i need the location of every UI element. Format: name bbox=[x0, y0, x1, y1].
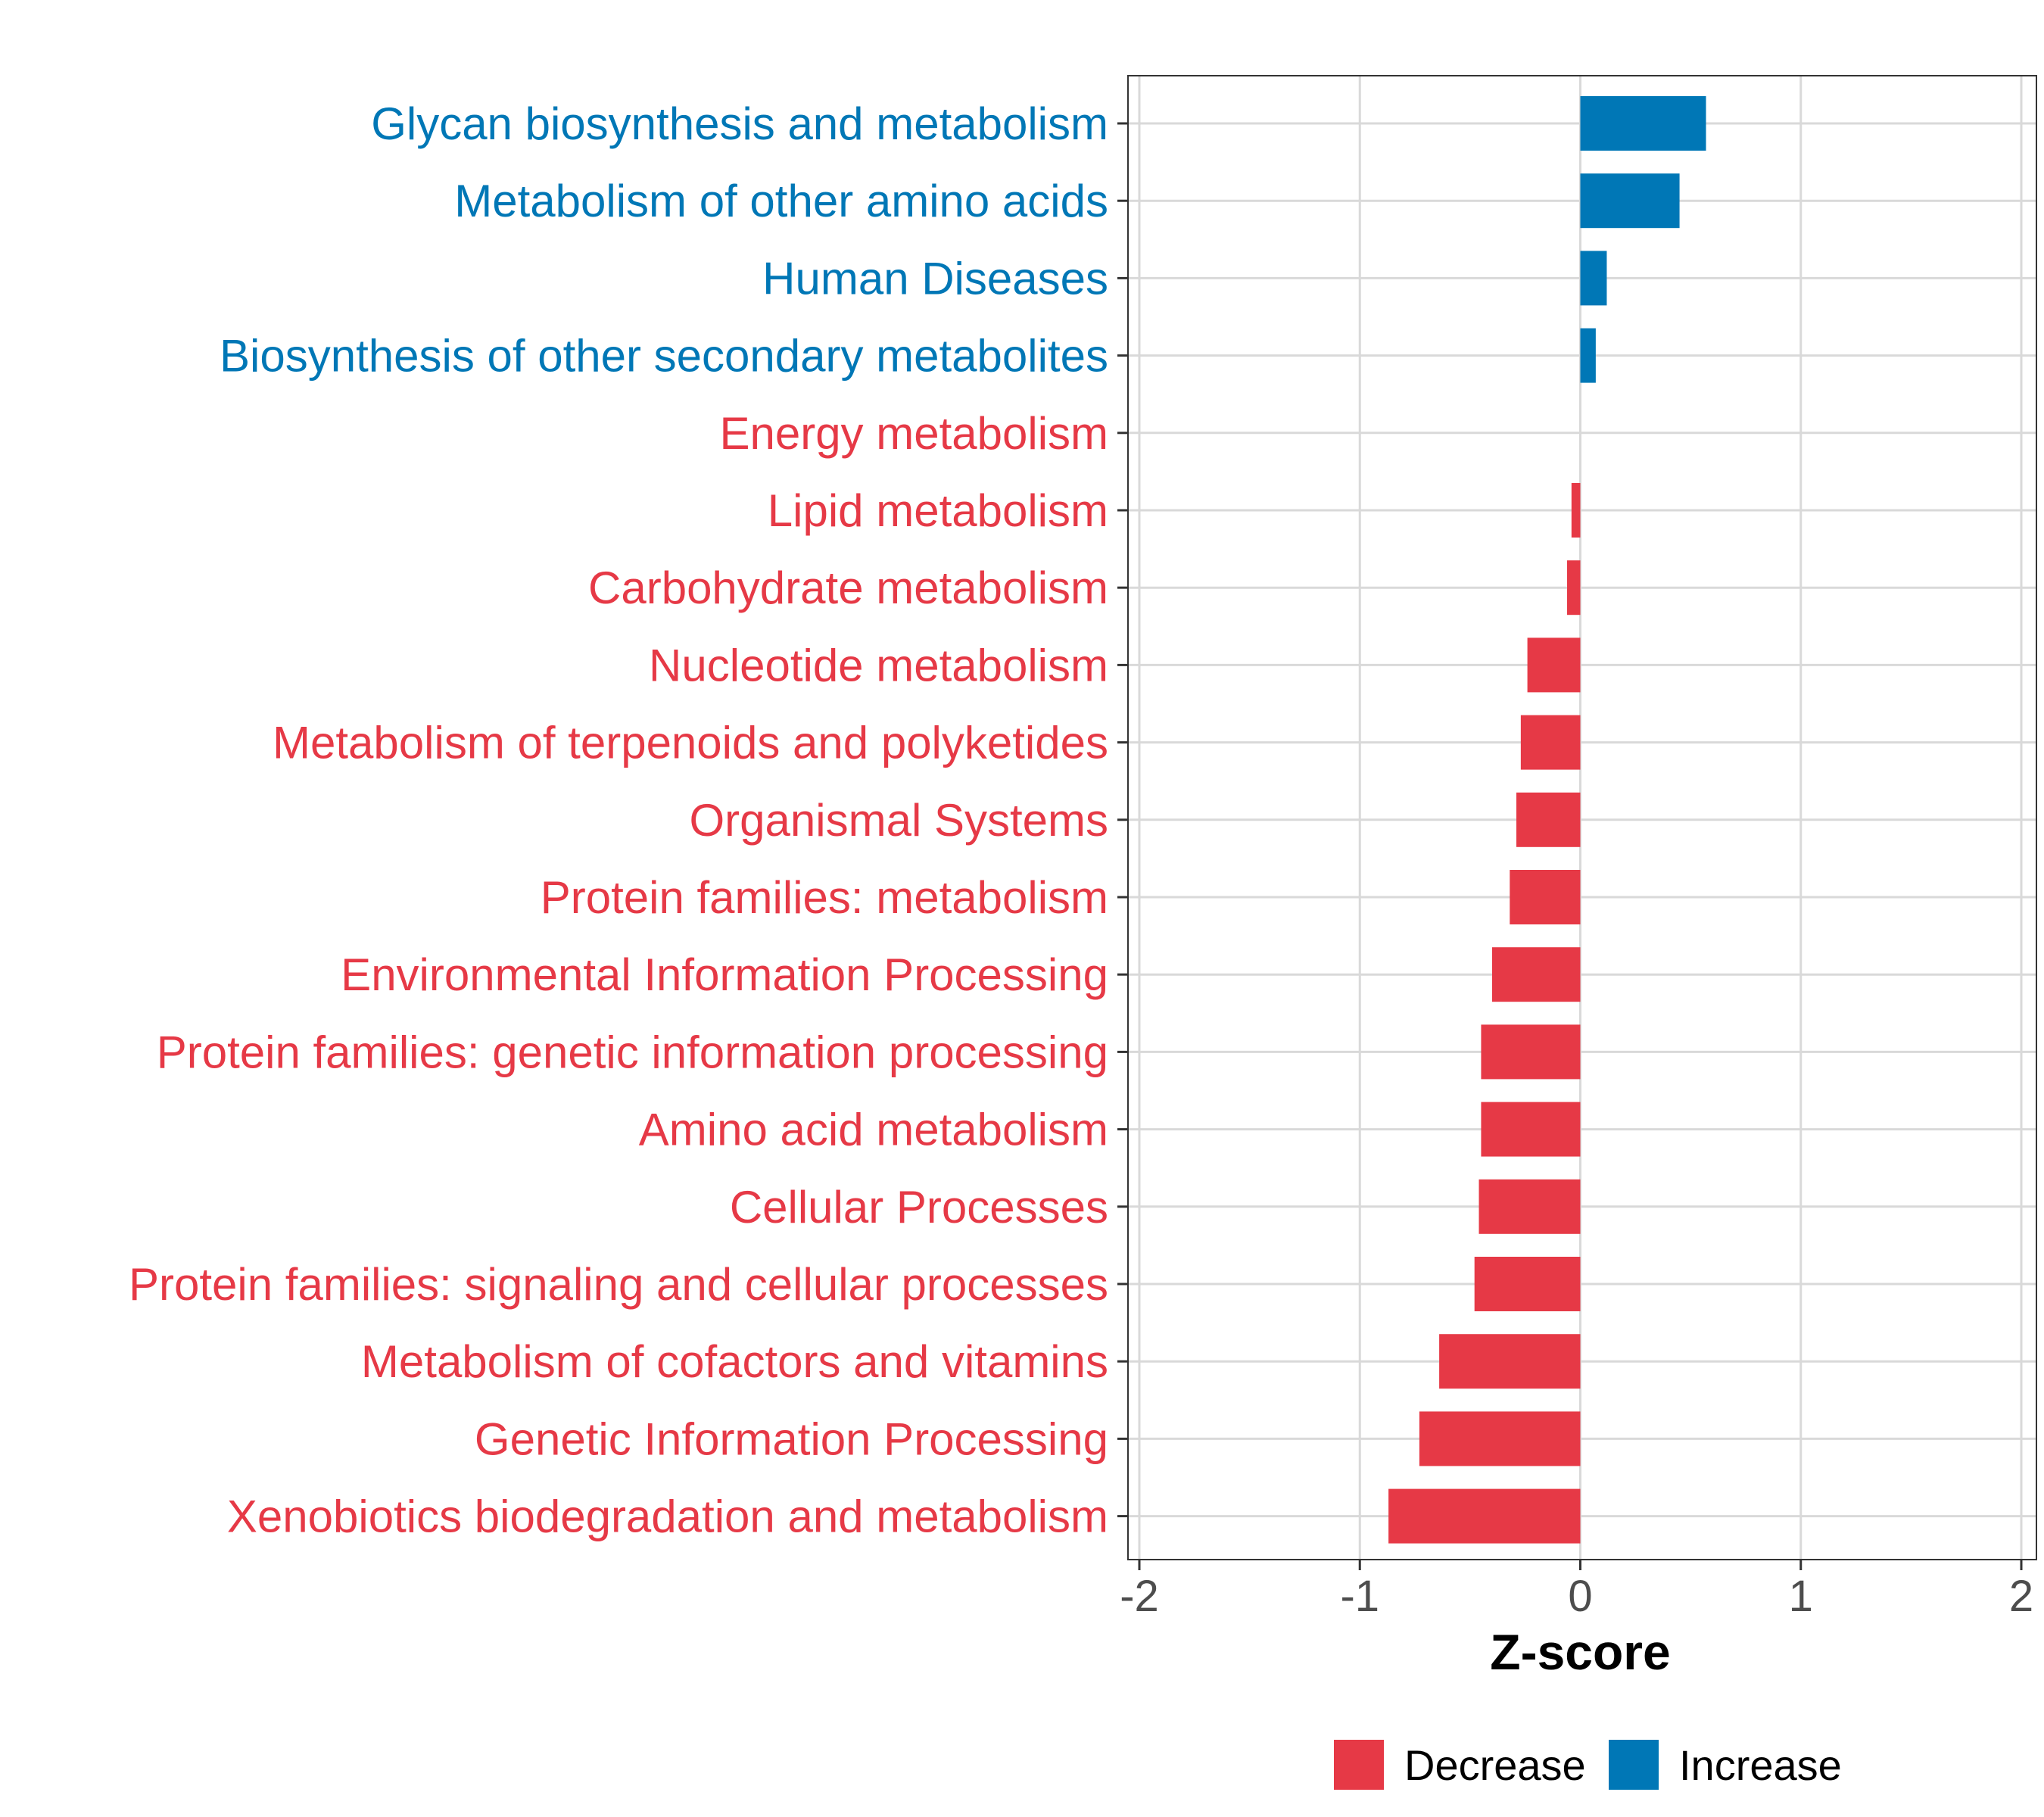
bar bbox=[1580, 96, 1706, 151]
bar bbox=[1567, 560, 1581, 616]
bar bbox=[1419, 1411, 1581, 1466]
category-label: Protein families: metabolism bbox=[541, 872, 1108, 923]
bar bbox=[1580, 173, 1680, 229]
category-label: Cellular Processes bbox=[730, 1182, 1108, 1233]
legend-label-decrease: Decrease bbox=[1404, 1741, 1586, 1789]
x-tick-label: 0 bbox=[1568, 1572, 1592, 1621]
category-label: Metabolism of cofactors and vitamins bbox=[361, 1336, 1108, 1387]
x-tick-label: -2 bbox=[1120, 1572, 1159, 1621]
y-axis-category-labels: Glycan biosynthesis and metabolism Metabo… bbox=[129, 98, 1108, 1542]
category-label: Lipid metabolism bbox=[768, 485, 1108, 536]
grid-lines bbox=[1128, 76, 2036, 1560]
x-tick-label: 2 bbox=[2009, 1572, 2033, 1621]
category-label: Organismal Systems bbox=[690, 795, 1108, 846]
category-label: Protein families: genetic information pr… bbox=[157, 1027, 1108, 1077]
legend-swatch-increase bbox=[1609, 1740, 1659, 1790]
bar bbox=[1520, 715, 1581, 770]
bar bbox=[1478, 1179, 1581, 1234]
category-label: Environmental Information Processing bbox=[341, 949, 1108, 1000]
legend: Decrease Increase bbox=[1334, 1740, 1842, 1790]
category-label: Biosynthesis of other secondary metaboli… bbox=[220, 331, 1108, 382]
bar bbox=[1388, 1488, 1581, 1544]
bar bbox=[1580, 328, 1596, 383]
category-label: Metabolism of terpenoids and polyketides bbox=[273, 718, 1108, 768]
plot-panel-border bbox=[1127, 75, 2037, 1560]
category-label: Carbohydrate metabolism bbox=[588, 563, 1108, 613]
category-label: Glycan biosynthesis and metabolism bbox=[371, 98, 1108, 149]
legend-label-increase: Increase bbox=[1679, 1741, 1842, 1789]
bar bbox=[1474, 1257, 1581, 1311]
category-label: Energy metabolism bbox=[719, 408, 1108, 459]
bar bbox=[1510, 870, 1581, 924]
category-label: Xenobiotics biodegradation and metabolis… bbox=[227, 1491, 1108, 1542]
x-tick-label: 1 bbox=[1789, 1572, 1813, 1621]
bar bbox=[1516, 792, 1581, 847]
bar bbox=[1481, 1102, 1581, 1157]
x-tick-label: -1 bbox=[1340, 1572, 1379, 1621]
legend-swatch-decrease bbox=[1334, 1740, 1384, 1790]
bar bbox=[1439, 1334, 1581, 1389]
category-label: Protein families: signaling and cellular… bbox=[129, 1259, 1108, 1310]
category-label: Nucleotide metabolism bbox=[649, 640, 1108, 690]
bar bbox=[1571, 483, 1581, 538]
bars bbox=[1388, 96, 1706, 1544]
bar bbox=[1481, 1024, 1581, 1080]
bar bbox=[1492, 947, 1581, 1002]
category-label: Human Diseases bbox=[762, 253, 1108, 304]
bar bbox=[1580, 251, 1607, 306]
category-label: Metabolism of other amino acids bbox=[454, 176, 1108, 226]
y-axis-ticks bbox=[1117, 122, 1128, 1518]
x-axis-ticks: -2 -1 0 1 2 bbox=[1120, 1560, 2033, 1621]
category-label: Amino acid metabolism bbox=[639, 1105, 1108, 1155]
category-label: Genetic Information Processing bbox=[475, 1413, 1108, 1464]
bar bbox=[1527, 637, 1581, 693]
x-axis-title: Z-score bbox=[1490, 1624, 1670, 1680]
